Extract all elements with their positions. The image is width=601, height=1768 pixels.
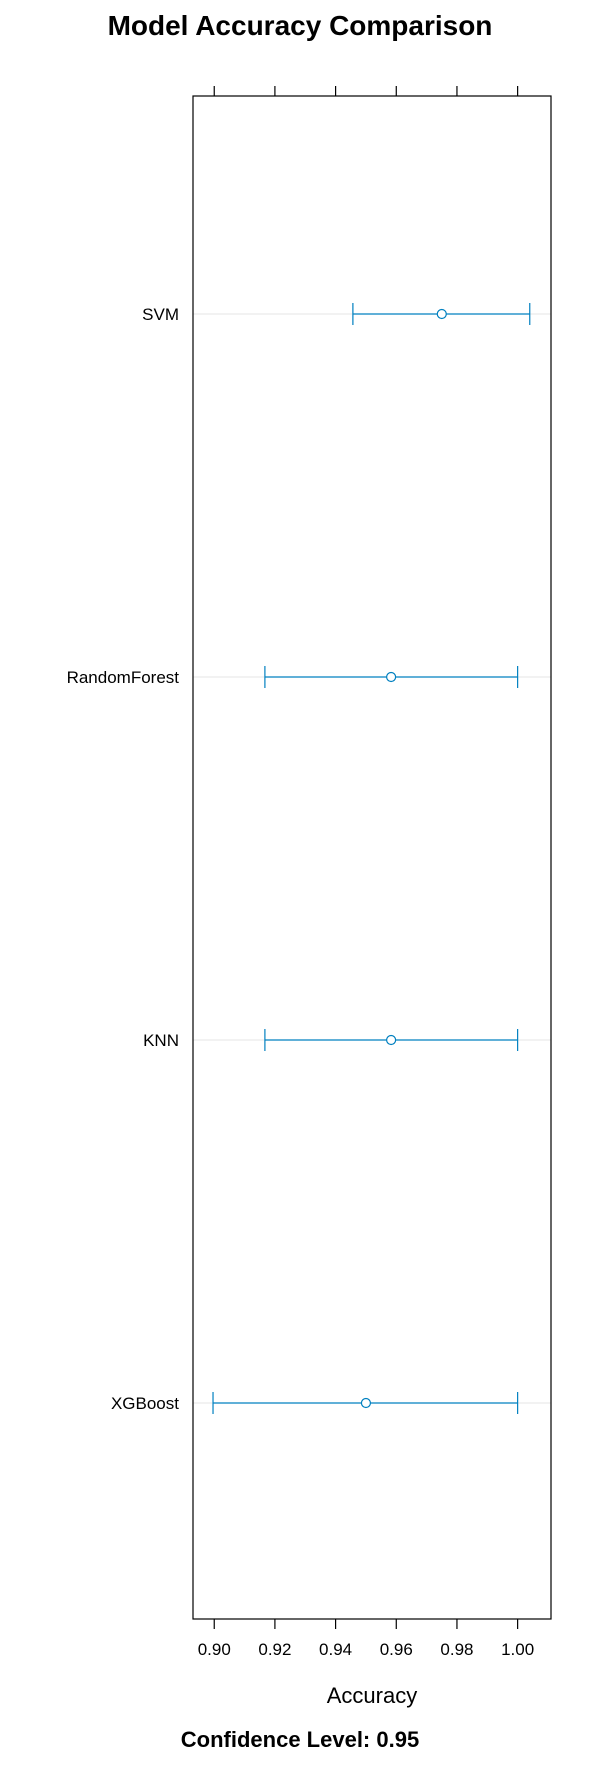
x-tick-label: 0.98	[440, 1640, 473, 1659]
accuracy-points	[360, 308, 447, 1409]
model-labels: SVM RandomForest KNN XGBoost	[67, 305, 180, 1413]
confidence-level-footer: Confidence Level: 0.95	[181, 1727, 419, 1752]
bottom-axis-ticks	[213, 1619, 519, 1629]
x-tick-label: 0.90	[198, 1640, 231, 1659]
x-tick-label: 0.96	[380, 1640, 413, 1659]
confidence-intervals	[212, 303, 531, 1414]
x-tick-label: 0.92	[258, 1640, 291, 1659]
x-tick-label: 1.00	[501, 1640, 534, 1659]
model-label: XGBoost	[111, 1394, 179, 1413]
model-label: KNN	[143, 1031, 179, 1050]
model-label: SVM	[142, 305, 179, 324]
accuracy-point	[436, 308, 447, 320]
accuracy-point	[386, 671, 397, 683]
x-axis-label: Accuracy	[327, 1683, 417, 1708]
chart-title: Model Accuracy Comparison	[108, 10, 493, 41]
accuracy-point	[360, 1397, 372, 1409]
x-tick-labels: 0.90 0.92 0.94 0.96 0.98 1.00	[198, 1640, 534, 1659]
plot-frame	[192, 95, 552, 1620]
accuracy-point	[386, 1034, 397, 1046]
grid-lines	[193, 313, 551, 1404]
model-label: RandomForest	[67, 668, 180, 687]
top-axis-ticks	[213, 86, 519, 96]
x-tick-label: 0.94	[319, 1640, 352, 1659]
